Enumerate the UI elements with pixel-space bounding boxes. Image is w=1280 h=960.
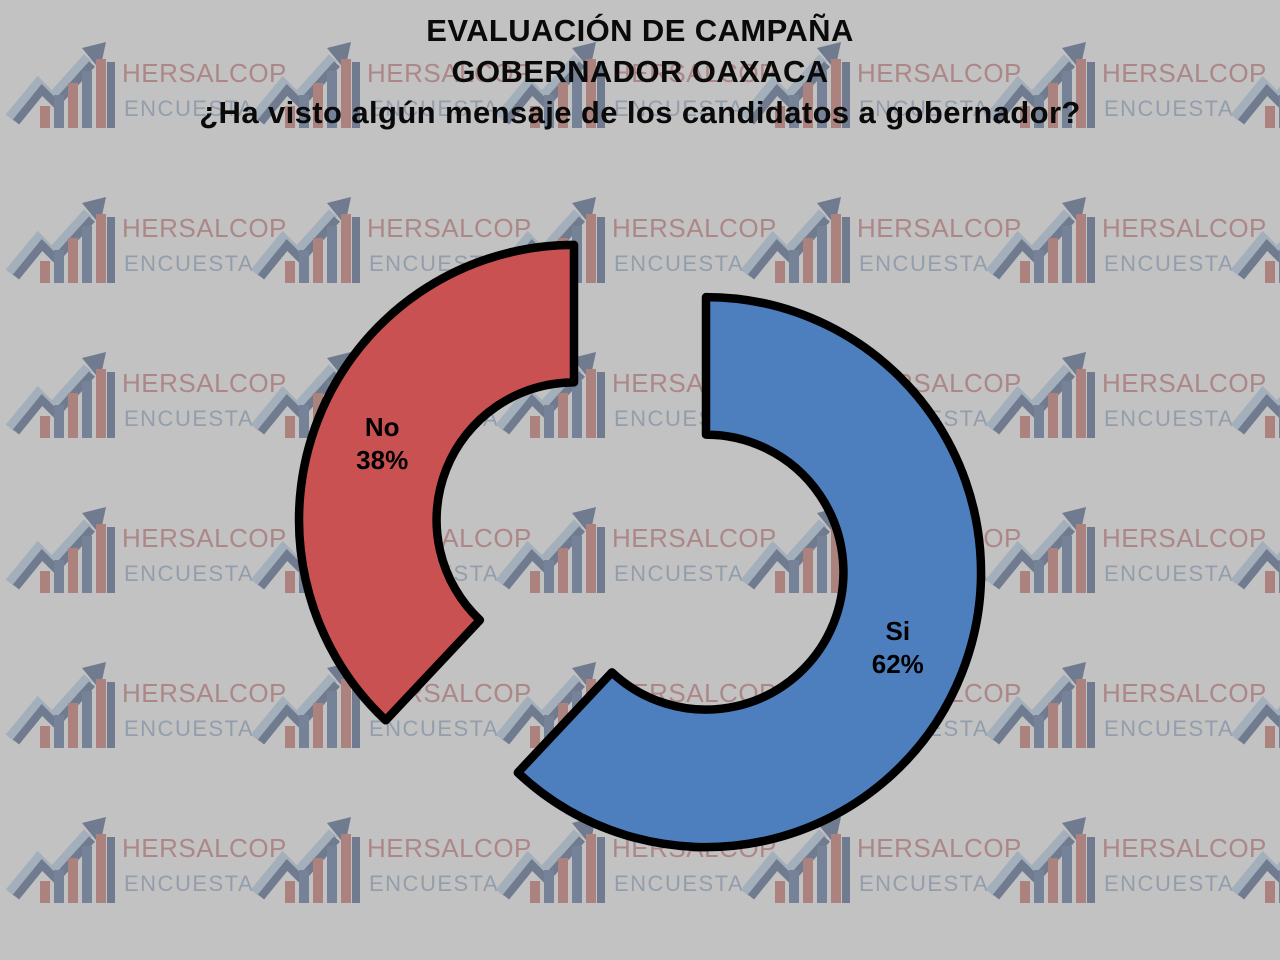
title-line-2: GOBERNADOR OAXACA: [451, 54, 829, 89]
title-line-1: EVALUACIÓN DE CAMPAÑA: [426, 13, 854, 48]
chart-title: EVALUACIÓN DE CAMPAÑA GOBERNADOR OAXACA …: [0, 10, 1280, 133]
donut-slice-no: [294, 240, 579, 725]
slice-label-no: No 38%: [356, 412, 408, 475]
donut-slice-si: [513, 292, 986, 852]
title-line-3: ¿Ha visto algún mensaje de los candidato…: [199, 95, 1081, 130]
slice-label-si: Si 62%: [872, 616, 924, 679]
